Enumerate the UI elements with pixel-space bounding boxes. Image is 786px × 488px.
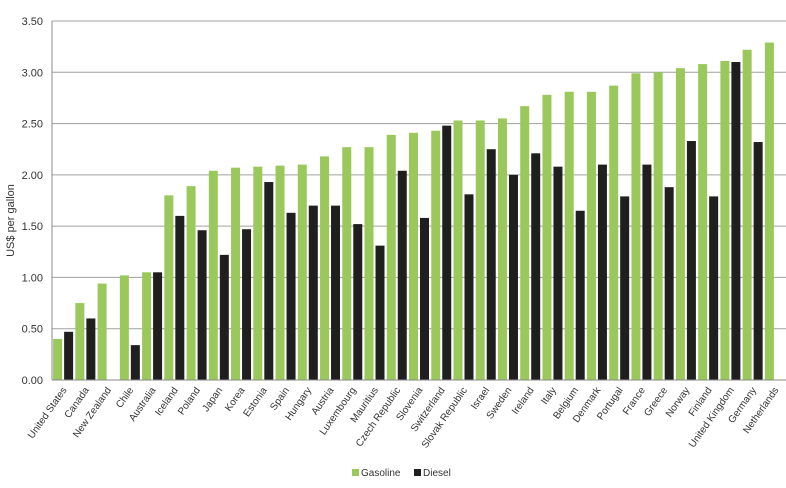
bar-diesel [642, 164, 652, 380]
bar-diesel [731, 62, 741, 381]
bar-gasoline [431, 130, 441, 380]
bar-gasoline [253, 166, 263, 380]
x-category-label: Estonia [242, 385, 270, 419]
bar-diesel [86, 318, 96, 380]
axes [51, 21, 786, 381]
legend-swatch-diesel [414, 469, 421, 476]
bar-diesel [575, 210, 585, 380]
x-category-label: Italy [539, 385, 559, 406]
bar-diesel [597, 164, 607, 380]
bars [53, 42, 774, 381]
bar-diesel [242, 229, 252, 380]
bar-gasoline [631, 73, 641, 380]
legend-label-diesel: Diesel [423, 468, 451, 479]
gridlines [52, 20, 786, 330]
bar-diesel [264, 182, 274, 380]
bar-gasoline [720, 61, 730, 380]
bar-diesel [397, 170, 407, 380]
bar-diesel [553, 166, 563, 380]
bar-diesel [508, 174, 518, 380]
bar-gasoline [564, 91, 574, 380]
bar-gasoline [119, 275, 129, 380]
x-category-label: Chile [114, 385, 136, 410]
y-tick-label: 0.50 [22, 324, 43, 336]
bar-diesel [153, 272, 163, 380]
y-axis-title: US$ per gallon [5, 184, 17, 257]
bar-diesel [486, 149, 496, 380]
bar-gasoline [475, 120, 485, 380]
bar-diesel [286, 212, 296, 380]
bar-diesel [620, 196, 630, 380]
bar-diesel [464, 194, 474, 380]
bar-diesel [64, 331, 74, 380]
bar-gasoline [164, 195, 174, 380]
y-tick-label: 1.00 [22, 272, 43, 284]
bar-diesel [308, 205, 318, 380]
bar-diesel [130, 345, 140, 380]
legend-label-gasoline: Gasoline [361, 468, 401, 479]
bar-gasoline [542, 94, 552, 380]
y-tick-label: 1.50 [22, 221, 43, 233]
y-tick-label: 3.00 [22, 67, 43, 79]
bar-gasoline [409, 132, 418, 380]
bar-gasoline [698, 64, 708, 380]
bar-diesel [664, 187, 674, 380]
bar-gasoline [653, 72, 663, 381]
bar-gasoline [609, 85, 619, 381]
bar-gasoline [97, 283, 107, 380]
bar-gasoline [53, 338, 63, 380]
legend-swatch-gasoline [352, 469, 359, 476]
bar-gasoline [520, 106, 530, 381]
bar-gasoline [231, 167, 241, 380]
bar-gasoline [453, 120, 463, 380]
bar-diesel [375, 245, 385, 380]
y-tick-labels: 0.00 0.50 1.00 1.50 2.00 2.50 3.00 3.50 [22, 16, 43, 387]
bar-gasoline [497, 118, 507, 380]
bar-gasoline [142, 272, 152, 380]
x-category-label: Japan [201, 385, 226, 414]
bar-gasoline [586, 91, 596, 380]
x-category-label: Iceland [153, 385, 181, 418]
y-tick-label: 0.00 [22, 375, 43, 387]
legend: Gasoline Diesel [352, 468, 451, 479]
bar-diesel [753, 142, 763, 380]
bar-diesel [219, 254, 229, 380]
x-category-label: Ireland [510, 385, 537, 416]
bar-diesel [686, 141, 696, 380]
bar-diesel [175, 215, 185, 380]
bar-diesel [197, 230, 207, 380]
bar-gasoline [320, 156, 330, 380]
bar-diesel [420, 217, 429, 380]
y-tick-label: 2.00 [22, 170, 43, 182]
x-category-label: Poland [176, 385, 203, 417]
bar-gasoline [75, 303, 85, 380]
bar-diesel [442, 125, 452, 380]
bar-gasoline [208, 170, 218, 380]
bar-gasoline [675, 68, 685, 380]
bar-gasoline [742, 49, 752, 380]
bar-diesel [331, 205, 341, 380]
bar-gasoline [386, 134, 396, 380]
bar-diesel [531, 153, 541, 380]
bar-gasoline [342, 147, 352, 380]
bar-diesel [709, 196, 719, 380]
y-tick-label: 2.50 [22, 119, 43, 131]
bar-gasoline [764, 42, 774, 380]
bar-gasoline [186, 186, 196, 380]
bar-gasoline [364, 147, 374, 380]
y-tick-label: 3.50 [22, 16, 43, 28]
bar-diesel [353, 224, 363, 380]
bar-gasoline [275, 165, 285, 380]
bar-gasoline [297, 164, 307, 380]
